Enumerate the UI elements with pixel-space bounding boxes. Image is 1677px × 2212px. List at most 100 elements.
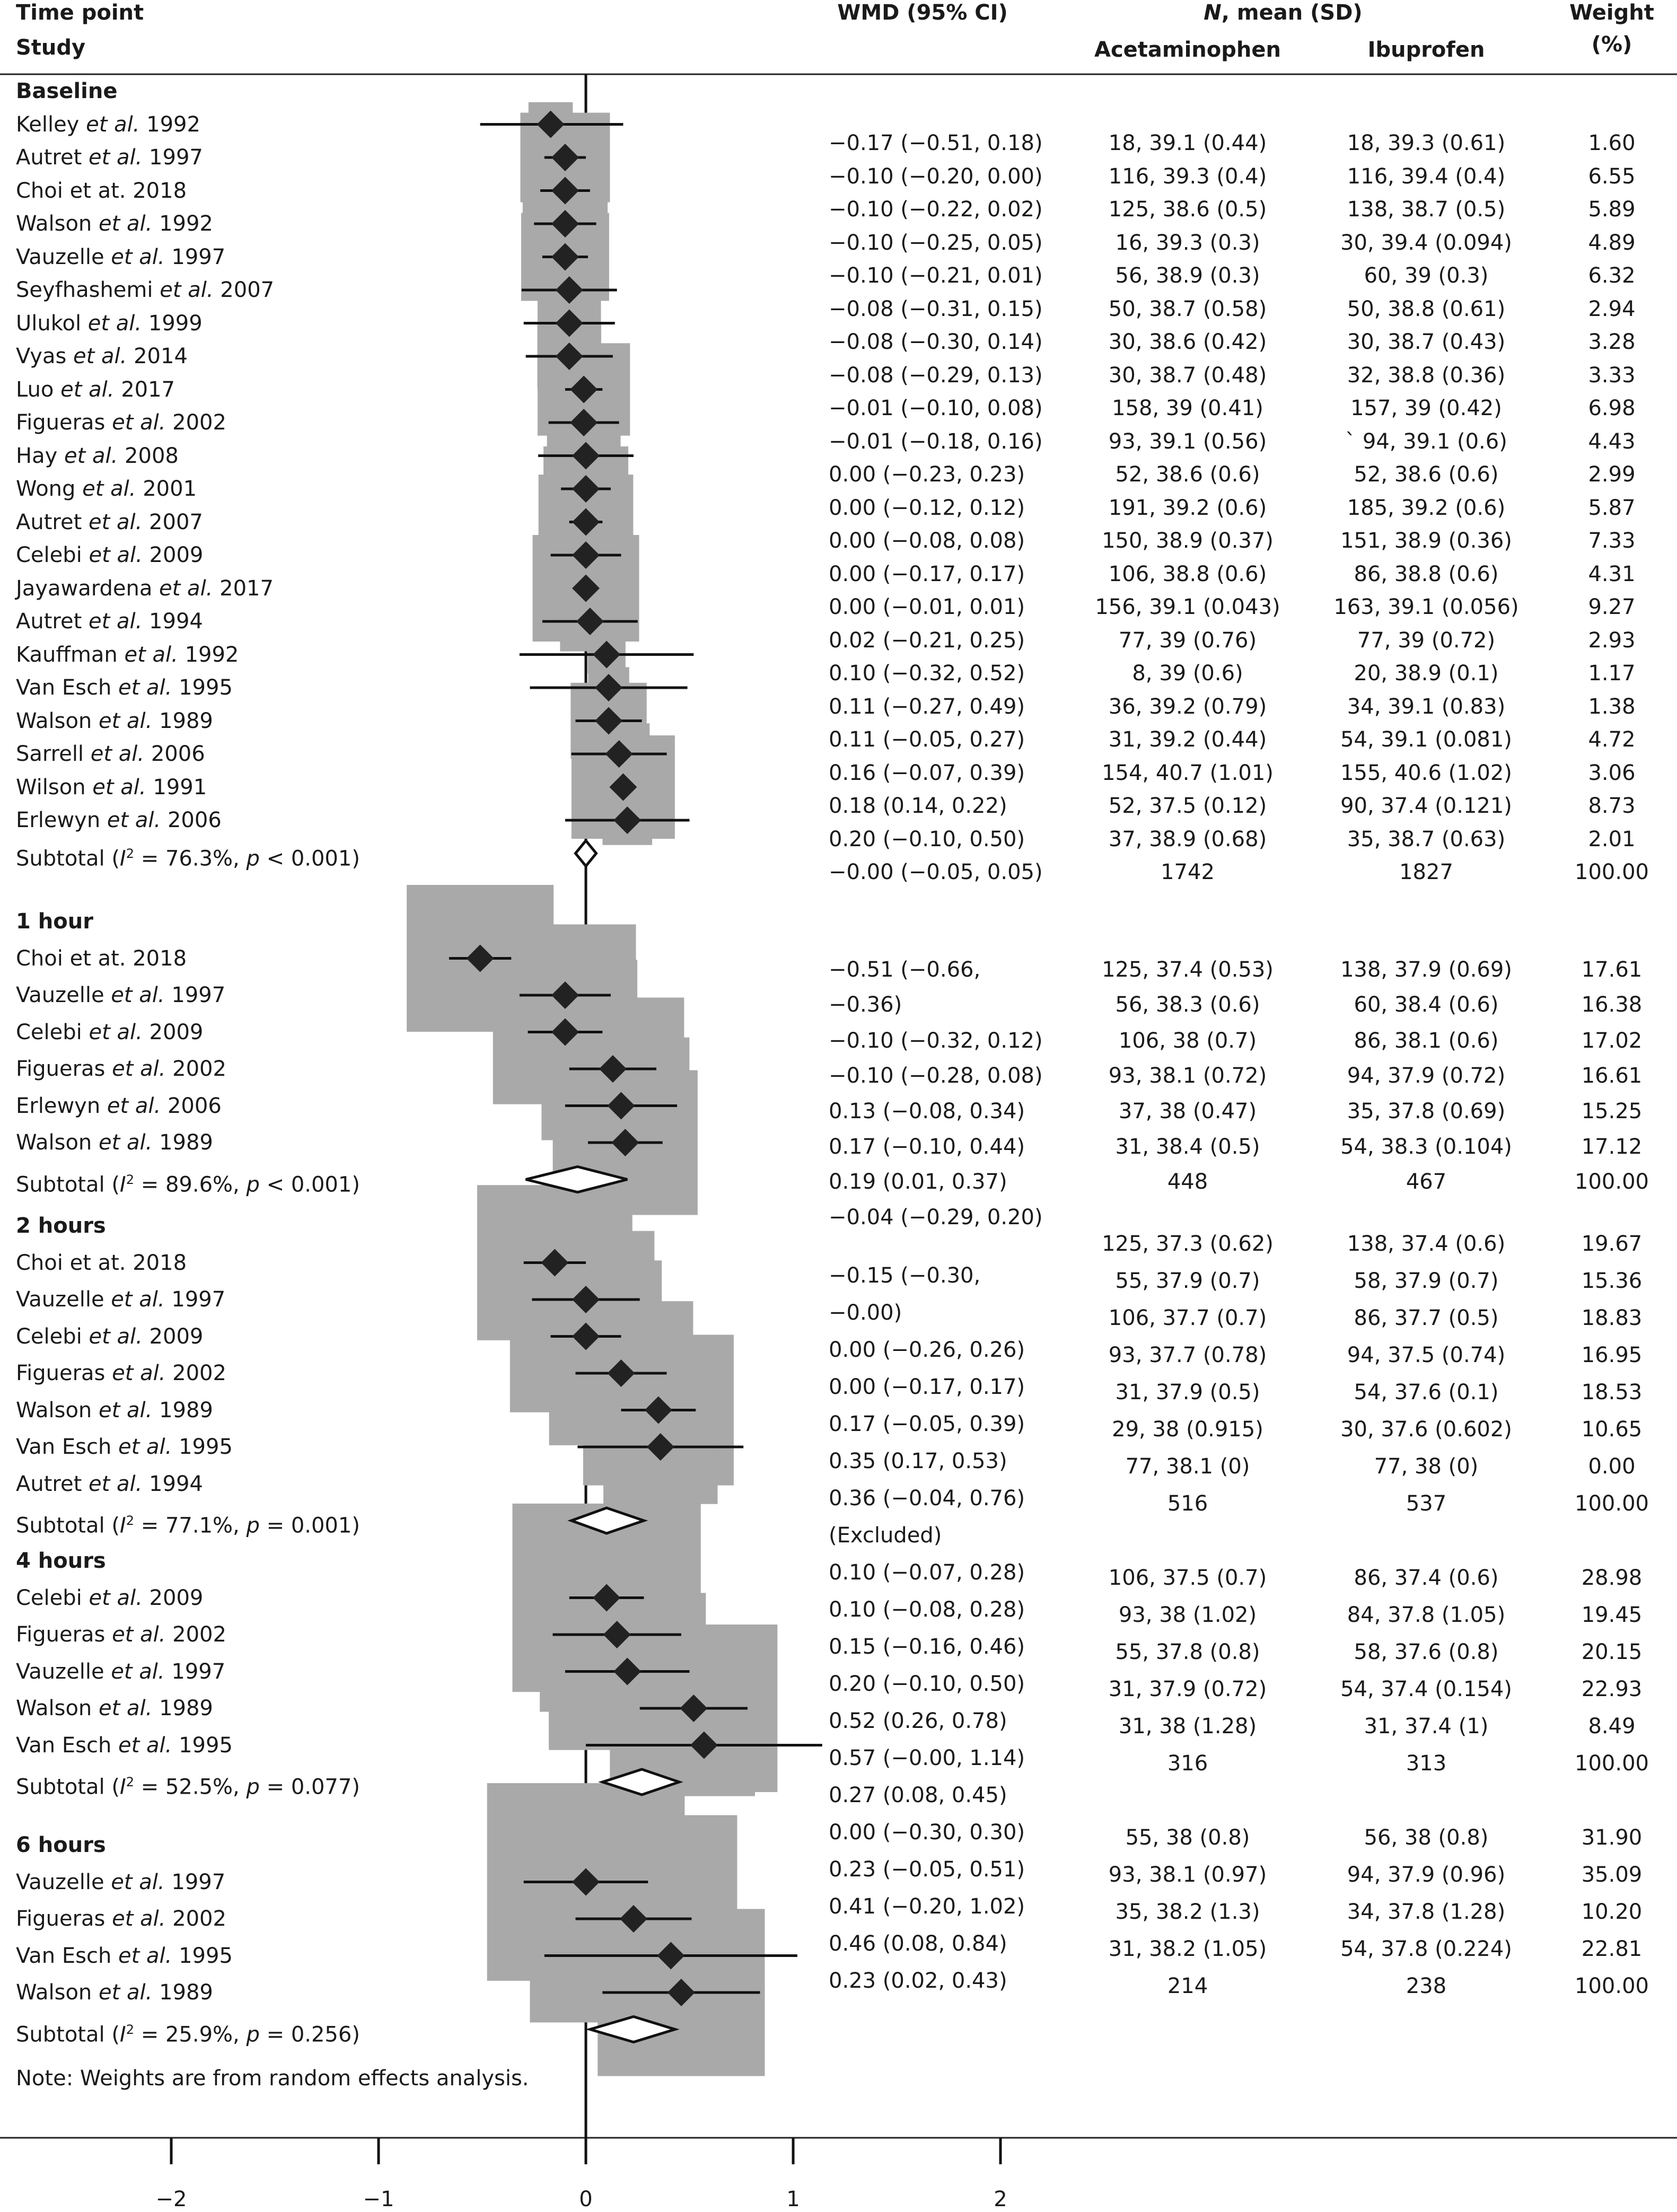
- study-year: 1995: [172, 1435, 233, 1459]
- study-label: Walson et al. 1989: [16, 1398, 213, 1423]
- study-label: Walson et al. 1989: [16, 708, 213, 734]
- study-name: Celebi: [16, 1020, 89, 1044]
- subtotal-part: 2: [126, 1775, 134, 1789]
- subtotal-diamond: [585, 2015, 680, 2044]
- ibuprofen-value: 32, 38.8 (0.36): [1347, 363, 1506, 388]
- point-estimate: [555, 343, 583, 370]
- point-estimate: [607, 1359, 635, 1387]
- subtotal-part: ): [352, 2022, 360, 2047]
- study-year: 2001: [136, 477, 197, 501]
- subtotal-part: ): [352, 1775, 360, 1800]
- subtotal-part: 0.001: [291, 1172, 352, 1197]
- wmd-value: −0.08 (−0.30, 0.14): [829, 330, 1043, 354]
- weight-value: 15.36: [1581, 1269, 1643, 1293]
- study-name: Figueras: [16, 1907, 112, 1931]
- point-estimate: [541, 1249, 569, 1277]
- study-etal: et al.: [160, 278, 214, 302]
- weight-value: 5.89: [1588, 197, 1636, 222]
- point-estimate: [551, 177, 579, 205]
- weight-value: 9.27: [1588, 595, 1636, 619]
- study-etal: et al.: [111, 983, 165, 1007]
- weight-value: 2.99: [1588, 462, 1636, 487]
- acetaminophen-value: 18, 39.1 (0.44): [1108, 131, 1267, 155]
- point-estimate: [572, 1286, 600, 1313]
- study-name: Walson: [16, 1696, 99, 1721]
- subtotal-part: ): [352, 846, 360, 871]
- subtotal-part: 0.077: [291, 1775, 352, 1800]
- point-estimate: [572, 442, 600, 470]
- subtotal-part: p: [246, 1172, 260, 1197]
- point-estimate: [613, 1657, 642, 1686]
- study-year: 2002: [165, 1361, 226, 1385]
- study-year: 1995: [172, 1943, 233, 1968]
- ibuprofen-value: 54, 37.6 (0.1): [1354, 1380, 1499, 1405]
- subtotal-part: 52.5%: [165, 1775, 233, 1800]
- ibuprofen-value: 52, 38.6 (0.6): [1354, 462, 1499, 487]
- study-name: Sarrell: [16, 742, 91, 766]
- subgroup-header: 1 hour: [16, 909, 93, 934]
- acetaminophen-value: 52, 37.5 (0.12): [1108, 794, 1267, 818]
- ibuprofen-value: 50, 38.8 (0.61): [1347, 297, 1506, 321]
- study-name: Kauffman: [16, 642, 125, 667]
- study-name: Walson: [16, 1130, 99, 1155]
- point-estimate: [599, 1055, 627, 1083]
- study-etal: et al.: [112, 1361, 166, 1385]
- study-name: Vauzelle: [16, 983, 111, 1007]
- study-year: 1992: [152, 212, 213, 236]
- subtotal-part: 2: [126, 2022, 134, 2037]
- study-label: Vauzelle et al. 1997: [16, 982, 225, 1008]
- acetaminophen-value: 116, 39.3 (0.4): [1108, 164, 1267, 189]
- subtotal-part: ,: [233, 2022, 247, 2047]
- weight-value: 6.55: [1588, 164, 1636, 189]
- study-name: Choi et at. 2018: [16, 1250, 187, 1275]
- weight-value: 1.17: [1588, 661, 1636, 686]
- acetaminophen-value: 37, 38.9 (0.68): [1108, 827, 1267, 852]
- study-name: Hay: [16, 443, 64, 468]
- study-etal: et al.: [118, 675, 172, 700]
- study-name: Luo: [16, 377, 61, 402]
- study-year: 1992: [139, 112, 200, 137]
- acetaminophen-value: 448: [1167, 1170, 1208, 1194]
- acetaminophen-value: 93, 38.1 (0.97): [1108, 1863, 1267, 1887]
- study-name: Autret: [16, 510, 89, 534]
- wmd-value: −0.00 (−0.05, 0.05): [829, 860, 1043, 884]
- study-year: 2006: [144, 742, 205, 766]
- ibuprofen-value: 163, 39.1 (0.056): [1333, 595, 1519, 619]
- point-estimate: [603, 1621, 631, 1648]
- study-year: 1989: [152, 708, 213, 733]
- study-etal: et al.: [88, 609, 143, 634]
- ibuprofen-value: 20, 38.9 (0.1): [1354, 661, 1499, 686]
- subtotal-part: =: [134, 846, 165, 871]
- study-label: Figueras et al. 2002: [16, 1906, 226, 1932]
- study-name: Figueras: [16, 1057, 112, 1081]
- wmd-value: −0.10 (−0.28, 0.08): [829, 1064, 1043, 1088]
- study-etal: et al.: [111, 244, 165, 269]
- study-label: Kauffman et al. 1992: [16, 642, 239, 668]
- ibuprofen-value: 54, 37.4 (0.154): [1340, 1677, 1512, 1701]
- weight-value: 1.60: [1588, 131, 1636, 155]
- wmd-value: 0.23 (−0.05, 0.51): [829, 1857, 1025, 1882]
- weight-value: 4.43: [1588, 429, 1636, 454]
- wmd-value: −0.08 (−0.29, 0.13): [829, 363, 1043, 388]
- subtotal-part: ): [352, 1172, 360, 1197]
- subtotal-part: Subtotal (: [16, 2022, 120, 2047]
- point-estimate: [644, 1396, 672, 1424]
- study-year: 2017: [114, 377, 175, 402]
- subtotal-part: 76.3%: [165, 846, 233, 871]
- wmd-value: 0.19 (0.01, 0.37): [829, 1170, 1007, 1194]
- weight-value: 17.02: [1581, 1029, 1643, 1053]
- subtotal-part: ,: [233, 1513, 247, 1538]
- subtotal-diamond: [598, 1768, 683, 1796]
- study-etal: et al.: [89, 1324, 143, 1349]
- study-name: Kelley: [16, 112, 86, 137]
- weight-value: 4.31: [1588, 562, 1636, 586]
- study-etal: et al.: [99, 1696, 153, 1721]
- study-etal: et al.: [112, 410, 166, 435]
- ibuprofen-value: 138, 37.9 (0.69): [1340, 958, 1512, 982]
- acetaminophen-value: 37, 38 (0.47): [1118, 1099, 1257, 1123]
- study-etal: et al.: [112, 1907, 166, 1931]
- acetaminophen-value: 77, 39 (0.76): [1118, 628, 1257, 653]
- weight-value: 22.81: [1581, 1937, 1643, 1961]
- study-label: Walson et al. 1989: [16, 1980, 213, 2005]
- study-etal: et al.: [99, 1980, 153, 2005]
